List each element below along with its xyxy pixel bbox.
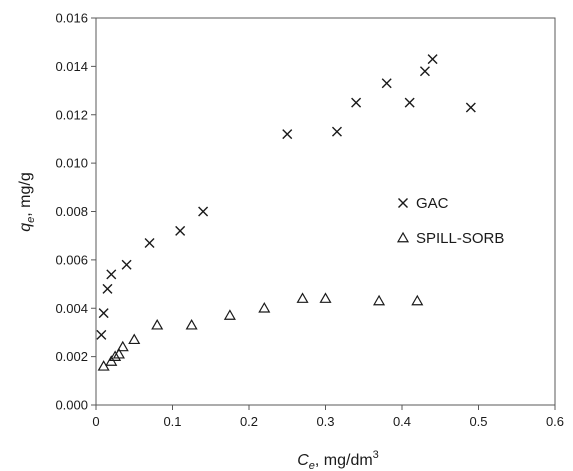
gac-point — [427, 54, 438, 65]
gac-point — [102, 283, 113, 294]
legend-label-spill-sorb: SPILL-SORB — [416, 230, 504, 247]
y-tick-label: 0.006 — [55, 252, 88, 267]
spill-sorb-point — [116, 340, 129, 352]
legend-marker-spill-sorb — [396, 231, 410, 243]
gac-point — [465, 102, 476, 113]
gac-point — [404, 97, 415, 108]
spill-sorb-point — [185, 318, 198, 330]
legend-marker-gac — [398, 198, 408, 208]
gac-point — [121, 259, 132, 270]
x-axis-subscript: e — [309, 460, 315, 471]
spill-sorb-point — [411, 294, 424, 306]
spill-sorb-point — [373, 294, 386, 306]
x-tick-label: 0.6 — [546, 414, 564, 429]
y-axis: 0.000 0.002 0.004 0.006 0.008 0.010 0.012 0.014… — [55, 11, 96, 413]
gac-point — [175, 225, 186, 236]
data-points — [96, 54, 476, 371]
spill-sorb-point — [128, 333, 141, 345]
y-tick-label: 0.010 — [55, 156, 88, 171]
spill-sorb-point — [258, 302, 271, 313]
legend-item-gac: GAC — [398, 195, 449, 212]
x-tick-label: 0.2 — [240, 414, 258, 429]
spill-sorb-point — [319, 292, 332, 303]
gac-point — [331, 126, 342, 137]
y-tick-label: 0.008 — [55, 204, 88, 219]
plot-border — [95, 17, 556, 406]
gac-point — [381, 78, 392, 89]
x-axis: 0 0.1 0.2 0.3 0.4 0.5 0.6 — [92, 405, 564, 429]
x-tick-label: 0.1 — [163, 414, 181, 429]
gac-point — [282, 129, 293, 140]
plot-area — [95, 17, 556, 406]
spill-sorb-point — [223, 309, 236, 320]
gac-point — [98, 308, 109, 319]
x-tick-label: 0 — [92, 414, 99, 429]
y-tick-label: 0.004 — [55, 301, 88, 316]
x-axis-superscript: 3 — [373, 449, 379, 461]
y-axis-title: qe, mg/g — [17, 172, 37, 232]
y-tick-label: 0.012 — [55, 107, 88, 122]
gac-point — [106, 269, 117, 280]
spill-sorb-point — [112, 347, 125, 359]
gac-point — [419, 66, 430, 77]
gac-point — [198, 206, 209, 217]
y-tick-label: 0.016 — [55, 11, 88, 26]
x-axis-unit: , mg/dm — [315, 452, 373, 469]
legend: GAC SPILL-SORB — [396, 195, 504, 247]
y-axis-subscript: e — [25, 217, 37, 223]
legend-item-spill-sorb: SPILL-SORB — [396, 230, 504, 247]
gac-point — [96, 329, 107, 340]
spill-sorb-point — [296, 292, 309, 303]
spill-sorb-point — [151, 318, 164, 330]
y-axis-symbol: q — [17, 223, 34, 232]
x-tick-label: 0.3 — [316, 414, 334, 429]
x-axis-symbol: C — [297, 452, 309, 469]
y-tick-label: 0.002 — [55, 349, 88, 364]
x-tick-label: 0.4 — [393, 414, 411, 429]
gac-point — [144, 237, 155, 248]
y-tick-label: 0.014 — [55, 59, 88, 74]
spill-sorb-point — [109, 350, 122, 361]
x-tick-label: 0.5 — [469, 414, 487, 429]
x-axis-title: Ce, mg/dm3 — [297, 449, 379, 471]
legend-label-gac: GAC — [416, 195, 449, 212]
gac-point — [351, 97, 362, 108]
y-tick-label: 0.000 — [55, 398, 88, 413]
y-axis-unit: , mg/g — [17, 172, 34, 216]
